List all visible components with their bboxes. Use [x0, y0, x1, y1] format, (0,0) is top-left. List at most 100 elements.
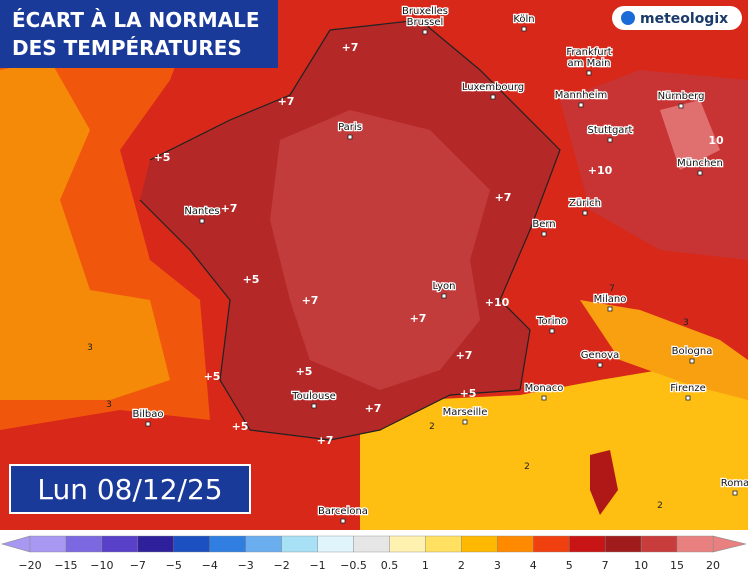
city-label: Mannheim [555, 90, 607, 101]
po-valley [580, 300, 748, 400]
title-line: ÉCART À LA NORMALE [12, 8, 259, 32]
title-box [0, 0, 278, 68]
anomaly-label: +7 [317, 434, 334, 447]
legend-tick-label: −0.5 [340, 559, 367, 572]
date: Lun 08/12/25 [37, 473, 222, 506]
city-marker [422, 29, 428, 35]
legend-swatch [245, 535, 282, 553]
city-label: Nantes [184, 206, 219, 217]
anomaly-label: +5 [232, 420, 249, 433]
france-inner [270, 110, 490, 390]
city-marker [199, 218, 205, 224]
city-label: Bologna [672, 346, 713, 357]
legend-tick-label: 3 [494, 559, 501, 572]
legend-swatch [461, 535, 498, 553]
city-label: Zürich [569, 198, 601, 209]
city-label: Nürnberg [658, 91, 705, 102]
city-marker [578, 102, 584, 108]
city-marker [685, 395, 691, 401]
legend-swatch [65, 535, 103, 553]
legend-swatch [317, 535, 354, 553]
contour-label: 3 [683, 318, 689, 328]
legend-tick-label: −15 [54, 559, 77, 572]
anomaly-label: +7 [495, 191, 512, 204]
legend-swatch [29, 535, 67, 553]
logo-icon [621, 11, 635, 25]
city-label: Toulouse [291, 391, 335, 402]
anomaly-label: +7 [342, 41, 359, 54]
legend-tick-label: 20 [706, 559, 720, 572]
legend-tick-label: −2 [274, 559, 290, 572]
contour-label: 3 [87, 343, 93, 353]
anomaly-label: +5 [154, 151, 171, 164]
city-marker [586, 70, 592, 76]
corsica [590, 450, 618, 515]
city-marker [689, 358, 695, 364]
legend-swatch [389, 535, 426, 553]
anomaly-label: +5 [204, 370, 221, 383]
city-marker [541, 231, 547, 237]
city-label: Brussel [407, 17, 444, 28]
city-label: Marseille [443, 407, 488, 418]
legend-tick-label: −20 [18, 559, 41, 572]
city-marker [347, 134, 353, 140]
legend-tick-label: 1 [422, 559, 429, 572]
city-marker [549, 328, 555, 334]
city-marker [311, 403, 317, 409]
anomaly-label: +5 [243, 273, 260, 286]
legend-swatch [676, 535, 714, 553]
legend-tick-label: −7 [130, 559, 146, 572]
city-marker [732, 490, 738, 496]
legend-tick-label: −5 [166, 559, 182, 572]
legend-swatch [425, 535, 462, 553]
anomaly-label: 10 [708, 134, 724, 147]
city-marker [541, 395, 547, 401]
city-marker [462, 419, 468, 425]
anomaly-label: +7 [410, 312, 427, 325]
city-label: Luxembourg [462, 82, 524, 93]
anomaly-label: +5 [296, 365, 313, 378]
city-marker [607, 306, 613, 312]
legend-tick-label: −10 [90, 559, 113, 572]
city-label: Stuttgart [588, 125, 633, 136]
city-label: Monaco [525, 383, 564, 394]
hotspot [660, 100, 720, 170]
anomaly-label: +7 [456, 349, 473, 362]
legend-tick-label: 4 [530, 559, 537, 572]
city-label: Bilbao [132, 409, 163, 420]
city-marker [490, 94, 496, 100]
legend-swatch [569, 535, 606, 553]
city-label: Roma [721, 478, 748, 489]
city-label: Bruxelles [402, 6, 448, 17]
city-label: Bern [532, 219, 555, 230]
contour-label: 2 [657, 501, 663, 511]
border [139, 19, 561, 441]
city-marker [597, 362, 603, 368]
legend-swatch [533, 535, 570, 553]
contour-label: 2 [524, 462, 530, 472]
legend-swatch [281, 535, 318, 553]
logo: meteologix [640, 11, 728, 27]
sea [360, 370, 748, 530]
city-label: Firenze [670, 383, 706, 394]
anomaly-label: +7 [221, 202, 238, 215]
city-label: Barcelona [318, 506, 368, 517]
city-marker [521, 26, 527, 32]
legend-swatch [353, 535, 390, 553]
legend-swatch [604, 535, 642, 553]
city-marker [607, 137, 613, 143]
legend-swatch [101, 535, 139, 553]
legend-tick-label: −3 [238, 559, 254, 572]
ocean-warm [0, 60, 170, 400]
legend-tick-label: 15 [670, 559, 684, 572]
city-label: am Main [568, 58, 611, 69]
legend-tick-label: 10 [634, 559, 648, 572]
legend-swatch [173, 535, 210, 553]
legend-tick-label: −4 [202, 559, 218, 572]
contour-label: 2 [429, 422, 435, 432]
legend-swatch [209, 535, 246, 553]
legend-tick-label: 5 [566, 559, 573, 572]
city-marker [582, 210, 588, 216]
